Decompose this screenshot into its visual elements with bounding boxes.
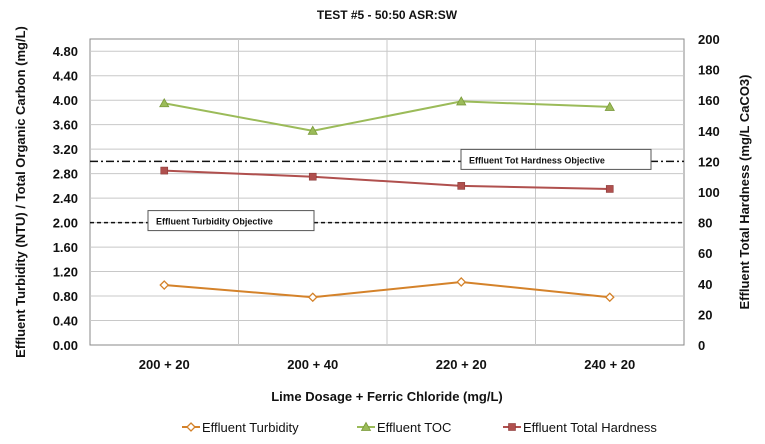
- legend: Effluent Turbidity Effluent TOC Effluent T…: [182, 420, 657, 435]
- y-tick-label: 0.40: [53, 314, 78, 329]
- y-tick-label: 1.60: [53, 240, 78, 255]
- y2-tick-label: 100: [698, 185, 720, 200]
- data-point: [605, 185, 614, 193]
- y-tick-label: 4.80: [53, 44, 78, 59]
- data-point: [604, 292, 615, 303]
- y-tick-label: 4.00: [53, 93, 78, 108]
- y2-tick-label: 140: [698, 124, 720, 139]
- series-layer: [159, 96, 615, 303]
- reference-label: Effluent Tot Hardness Objective: [469, 155, 605, 165]
- data-point: [360, 421, 372, 431]
- y-tick-label: 2.00: [53, 216, 78, 231]
- legend-item: Effluent Total Hardness: [503, 420, 657, 435]
- reference-lines: Effluent Tot Hardness Objective Effluent …: [90, 148, 684, 232]
- data-point: [604, 101, 615, 111]
- reference-label-box: [460, 148, 652, 170]
- series-effluent-total-hardness: [160, 166, 614, 193]
- axis-ticks: 0.00 0.40 0.80 1.20 1.60 2.00 2.40 2.80 3.20 3.60…: [53, 32, 720, 372]
- data-point: [186, 422, 196, 432]
- y-tick-label: 4.40: [53, 69, 78, 84]
- y-tick-label: 2.40: [53, 191, 78, 206]
- x-tick-label: 240 + 20: [584, 357, 635, 372]
- y2-tick-label: 20: [698, 307, 712, 322]
- y2-tick-label: 60: [698, 246, 712, 261]
- gridlines: [89, 38, 685, 346]
- data-point: [160, 166, 169, 175]
- legend-label: Effluent Turbidity: [202, 420, 299, 435]
- y-axis-label: Effluent Turbidity (NTU) / Total Organic…: [13, 26, 28, 358]
- y2-tick-label: 160: [698, 93, 720, 108]
- x-tick-label: 220 + 20: [436, 357, 487, 372]
- legend-item: Effluent TOC: [357, 420, 451, 435]
- y2-tick-label: 120: [698, 154, 720, 169]
- x-tick-label: 200 + 40: [287, 357, 338, 372]
- legend-label: Effluent Total Hardness: [523, 420, 657, 435]
- y-tick-label: 1.20: [53, 265, 78, 280]
- data-point: [307, 125, 318, 135]
- data-point: [159, 280, 170, 290]
- legend-label: Effluent TOC: [377, 420, 451, 435]
- data-point: [456, 277, 467, 287]
- y-tick-label: 3.60: [53, 118, 78, 133]
- data-point: [307, 292, 318, 303]
- series-line: [164, 169, 610, 190]
- series-line: [164, 280, 610, 299]
- y2-tick-label: 0: [698, 338, 705, 353]
- data-point: [308, 172, 317, 181]
- y-tick-label: 3.20: [53, 142, 78, 157]
- y-tick-label: 0.00: [53, 338, 78, 353]
- reference-label: Effluent Turbidity Objective: [156, 217, 273, 227]
- series-line: [164, 100, 610, 132]
- chart-title: TEST #5 - 50:50 ASR:SW: [317, 8, 458, 22]
- series-effluent-turbidity: [159, 277, 615, 303]
- legend-item: Effluent Turbidity: [182, 420, 299, 435]
- y2-tick-label: 40: [698, 277, 712, 292]
- y2-axis-label: Effluent Total Hardness (mg/L CaCO3): [737, 75, 752, 310]
- y-tick-label: 2.80: [53, 167, 78, 182]
- data-point: [456, 96, 467, 106]
- series-effluent-toc: [159, 96, 615, 135]
- y2-tick-label: 80: [698, 216, 712, 231]
- reference-label-box: [147, 210, 315, 232]
- y2-tick-label: 180: [698, 63, 720, 78]
- x-axis-label: Lime Dosage + Ferric Chloride (mg/L): [271, 389, 503, 404]
- data-point: [457, 182, 466, 190]
- data-point: [159, 97, 170, 108]
- y-tick-label: 0.80: [53, 289, 78, 304]
- x-tick-label: 200 + 20: [139, 357, 190, 372]
- data-point: [508, 423, 516, 431]
- y2-tick-label: 200: [698, 32, 720, 47]
